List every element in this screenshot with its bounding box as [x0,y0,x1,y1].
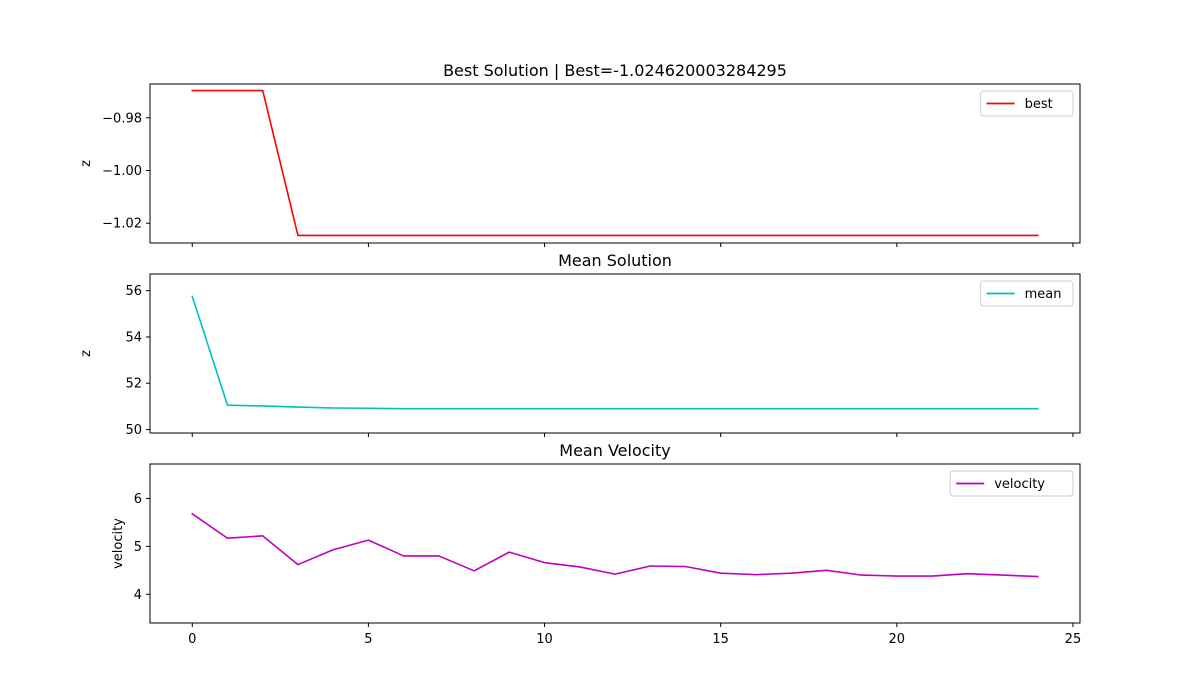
series-line-mean [191,295,1039,410]
legend-label: mean [1025,287,1062,302]
y-tick-label: −1.02 [102,217,142,232]
x-tick-label: 10 [536,632,553,647]
x-tick-label: 15 [712,632,729,647]
y-axis-label: z [79,160,94,167]
legend: velocity [949,470,1074,497]
axes-frame [149,463,1081,624]
subplot-1: Best Solution | Best=-1.024620003284295 −… [79,61,1081,247]
series-line-best [191,89,1039,237]
legend-box [980,90,1074,117]
legend-box [980,280,1074,307]
legend-box [949,470,1074,497]
y-tick-label: 50 [125,423,142,438]
legend-label: best [1025,97,1053,112]
y-axis-label: velocity [111,518,126,569]
chart-title: Best Solution | Best=-1.024620003284295 [443,61,787,80]
y-tick-label: 54 [125,330,142,345]
y-tick-label: 5 [134,540,142,555]
axes-frame [149,83,1081,244]
y-tick-label: 52 [125,377,142,392]
y-tick-label: 4 [134,588,142,603]
y-tick-label: −0.98 [102,111,142,126]
y-tick-label: −1.00 [102,164,142,179]
y-axis-label: z [79,350,94,357]
chart-title: Mean Velocity [559,441,670,460]
series-line-velocity [191,512,1039,578]
x-tick-label: 25 [1065,632,1082,647]
x-tick-label: 5 [364,632,372,647]
y-tick-label: 6 [134,492,142,507]
legend: mean [980,280,1074,307]
legend: best [980,90,1074,117]
chart-title: Mean Solution [558,251,672,270]
x-tick-label: 0 [188,632,196,647]
y-tick-label: 56 [125,284,142,299]
legend-label: velocity [994,477,1045,492]
subplot-2: Mean Solution 50 52 54 56 z mean [79,251,1081,438]
x-tick-label: 20 [889,632,906,647]
axes-frame [149,273,1081,434]
subplot-3: Mean Velocity 0 5 10 15 20 25 4 5 6 velocity veloci… [111,441,1081,647]
